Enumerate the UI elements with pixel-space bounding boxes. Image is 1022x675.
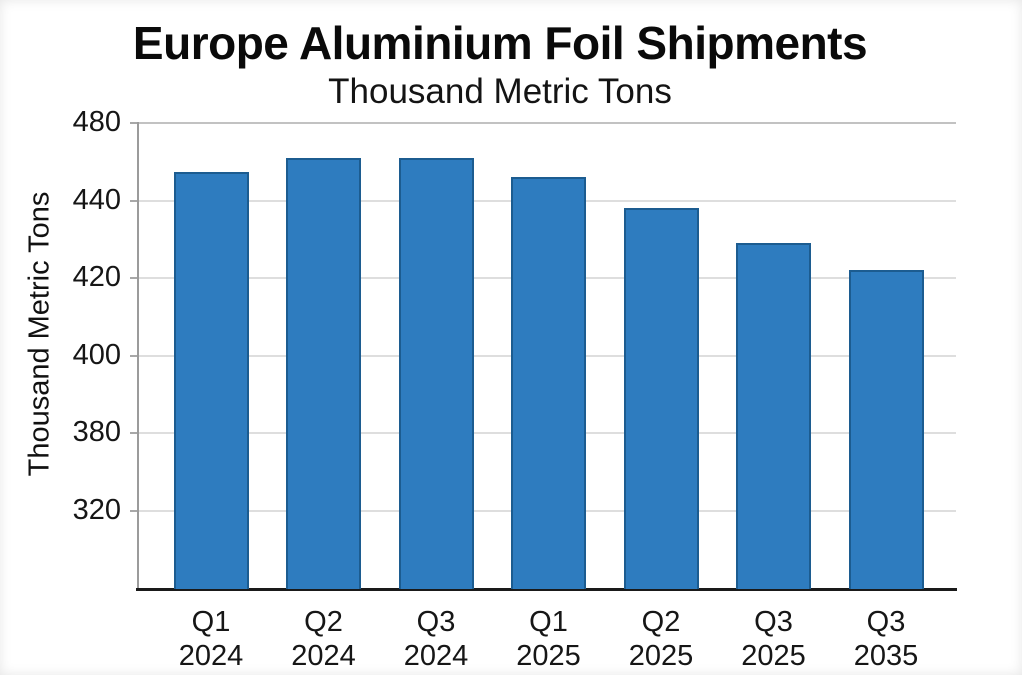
y-tick-label: 480 <box>72 106 121 138</box>
bar <box>736 243 811 589</box>
x-tick-label: Q2 2024 <box>254 605 394 673</box>
y-tick-mark <box>130 199 138 202</box>
x-tick-label: Q3 2025 <box>704 605 844 673</box>
y-tick-label: 440 <box>72 183 121 216</box>
x-tick-label-line: Q2 <box>304 606 343 638</box>
x-tick-label-line: 2025 <box>516 640 581 672</box>
x-tick-label-line: 2025 <box>628 640 694 672</box>
y-tick-mark <box>130 354 138 357</box>
x-tick-label: Q1 2025 <box>479 605 619 673</box>
x-tick-label: Q3 2035 <box>816 605 956 673</box>
chart-subtitle: Thousand Metric Tons <box>328 72 672 111</box>
bar <box>173 171 249 589</box>
x-tick-label: Q3 2024 <box>366 605 506 673</box>
chart-title: Europe Aluminium Foil Shipments <box>132 17 868 69</box>
y-axis-spine <box>137 122 139 589</box>
y-tick-label: 400 <box>72 338 121 371</box>
x-tick-label-line: 2024 <box>178 640 244 672</box>
y-tick-mark <box>130 277 138 280</box>
x-tick-label-line: 2025 <box>741 640 806 672</box>
y-tick-mark <box>130 122 138 124</box>
gridline <box>138 122 956 124</box>
x-tick-label: Q1 2024 <box>141 605 281 673</box>
x-tick-label-line: Q3 <box>754 606 793 638</box>
x-tick-label-line: Q2 <box>641 606 681 638</box>
x-tick-label-line: 2035 <box>853 640 919 672</box>
y-tick-mark <box>130 432 138 435</box>
y-tick-mark <box>130 510 138 512</box>
x-axis-line <box>136 588 957 591</box>
x-tick-label-line: 2024 <box>403 640 469 672</box>
bar <box>623 208 699 589</box>
x-tick-label-line: Q1 <box>529 606 568 638</box>
x-tick-label-line: Q3 <box>866 606 906 638</box>
y-tick-label: 320 <box>72 494 121 526</box>
y-tick-label: 420 <box>72 261 121 294</box>
bar <box>398 157 474 589</box>
x-tick-label-line: Q3 <box>416 606 456 638</box>
bar <box>286 157 361 589</box>
x-tick-label: Q2 2025 <box>591 605 731 673</box>
bar <box>848 270 924 589</box>
x-tick-label-line: Q1 <box>191 606 231 638</box>
bar <box>511 177 586 589</box>
y-tick-label: 380 <box>72 416 121 449</box>
x-tick-label-line: 2024 <box>291 640 356 672</box>
